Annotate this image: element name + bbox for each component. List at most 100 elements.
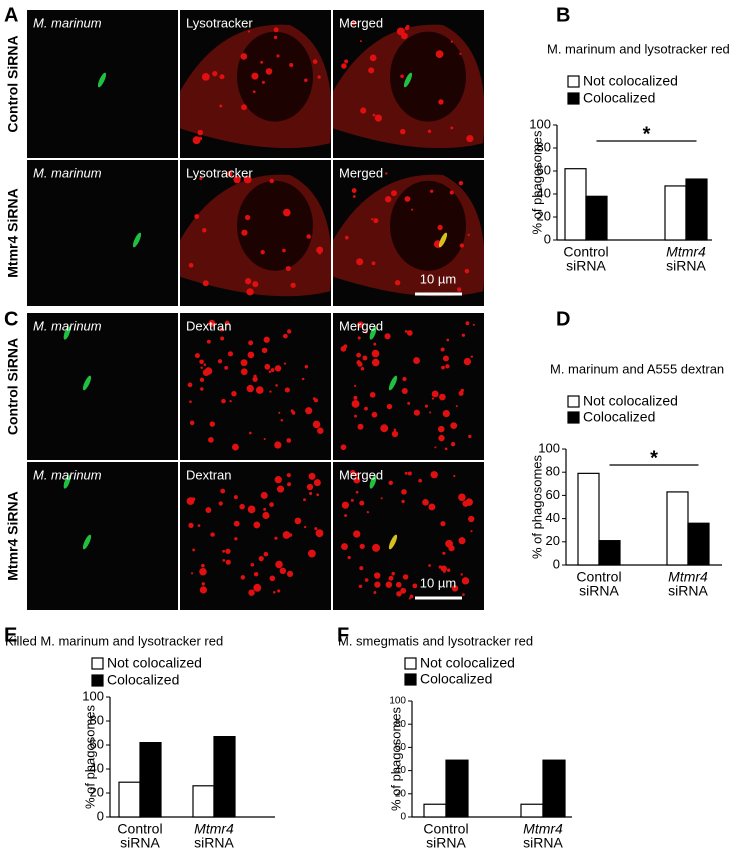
vesicle	[439, 393, 446, 401]
vesicle	[252, 90, 256, 94]
vesicle	[276, 54, 280, 58]
legend-swatch	[567, 411, 580, 424]
nucleus	[390, 31, 466, 122]
vesicle	[251, 72, 259, 80]
vesicle	[263, 336, 270, 343]
vesicle	[217, 359, 223, 364]
vesicle	[240, 368, 248, 376]
vesicle	[368, 67, 375, 74]
vesicle	[274, 365, 282, 372]
vesicle	[285, 266, 291, 272]
vesicle	[404, 196, 411, 202]
y-tick-label: 80	[395, 719, 407, 730]
vesicle	[243, 175, 252, 184]
micrograph-content	[341, 469, 475, 600]
vesicle	[350, 469, 356, 476]
vesicle	[466, 135, 474, 143]
vesicle	[210, 532, 215, 537]
vesicle	[402, 574, 409, 580]
y-tick-label: 20	[395, 788, 407, 799]
bar	[666, 491, 689, 566]
vesicle	[204, 367, 213, 375]
micrograph-content	[340, 321, 475, 451]
vesicle	[269, 390, 272, 393]
vesicle	[274, 476, 282, 484]
y-tick-label: 20	[546, 533, 560, 548]
vesicle	[201, 582, 205, 586]
bacterium	[63, 326, 71, 340]
vesicle	[233, 520, 240, 527]
image-label: Merged	[339, 15, 383, 30]
vesicle	[282, 248, 286, 253]
vesicle	[197, 524, 201, 527]
bacterium	[82, 534, 92, 550]
panel-letter: A	[4, 4, 18, 26]
y-tick-label: 60	[90, 736, 104, 751]
y-tick-label: 80	[537, 139, 551, 154]
vesicle	[371, 349, 380, 358]
vesicle	[352, 195, 356, 198]
vesicle	[372, 543, 381, 552]
bacterium	[438, 232, 448, 248]
vesicle	[354, 384, 357, 387]
vesicle	[294, 517, 302, 525]
y-tick-label: 40	[537, 185, 551, 200]
vesicle	[462, 593, 465, 596]
y-tick-label: 100	[82, 688, 104, 703]
vesicle	[393, 428, 397, 432]
vesicle	[269, 575, 276, 582]
panel-letter: B	[556, 4, 570, 26]
bacterium	[82, 375, 92, 391]
vesicle	[222, 559, 226, 562]
vesicle	[276, 485, 285, 493]
vesicle	[418, 478, 422, 483]
vesicle	[430, 471, 438, 479]
vesicle	[227, 351, 234, 357]
x-tick-label: Mtmr4	[523, 821, 563, 837]
vesicle	[194, 214, 200, 219]
y-tick-label: 40	[395, 765, 407, 776]
vesicle	[371, 358, 380, 367]
micrograph	[180, 313, 331, 460]
panel-letter: E	[4, 624, 17, 646]
vesicle	[201, 72, 210, 81]
vesicle	[231, 390, 237, 397]
vesicle	[428, 503, 436, 511]
vesicle	[374, 581, 381, 588]
vesicle	[188, 262, 194, 268]
vesicle	[200, 387, 204, 391]
vesicle	[205, 507, 212, 513]
vesicle	[306, 234, 311, 239]
vesicle	[369, 391, 376, 398]
vesicle	[455, 405, 458, 408]
vesicle	[450, 126, 454, 130]
vesicle	[283, 362, 287, 365]
vesicle	[286, 570, 294, 577]
vesicle	[353, 530, 361, 538]
vesicle	[280, 419, 284, 422]
image-label: M. marinum	[33, 15, 102, 30]
x-tick-label: Mtmr4	[194, 821, 234, 837]
legend-swatch	[567, 92, 580, 105]
vesicle	[360, 367, 365, 371]
vesicle	[412, 583, 418, 589]
vesicle	[453, 474, 456, 478]
legend-label: Not colocalized	[583, 73, 678, 89]
vesicle	[441, 365, 445, 370]
row-label: Control SiRNA	[5, 35, 21, 132]
vesicle	[202, 227, 207, 233]
vesicle	[227, 170, 233, 177]
x-tick-label: siRNA	[579, 583, 619, 599]
vesicle	[355, 472, 359, 476]
vesicle	[260, 250, 265, 255]
bar	[118, 781, 141, 818]
bar	[213, 735, 236, 818]
vesicle	[303, 498, 306, 502]
vesicle	[422, 499, 429, 506]
vesicle	[391, 430, 399, 438]
vesicle	[278, 411, 281, 414]
y-tick-label: 0	[553, 556, 560, 571]
vesicle	[219, 104, 223, 108]
vesicle	[435, 50, 444, 59]
